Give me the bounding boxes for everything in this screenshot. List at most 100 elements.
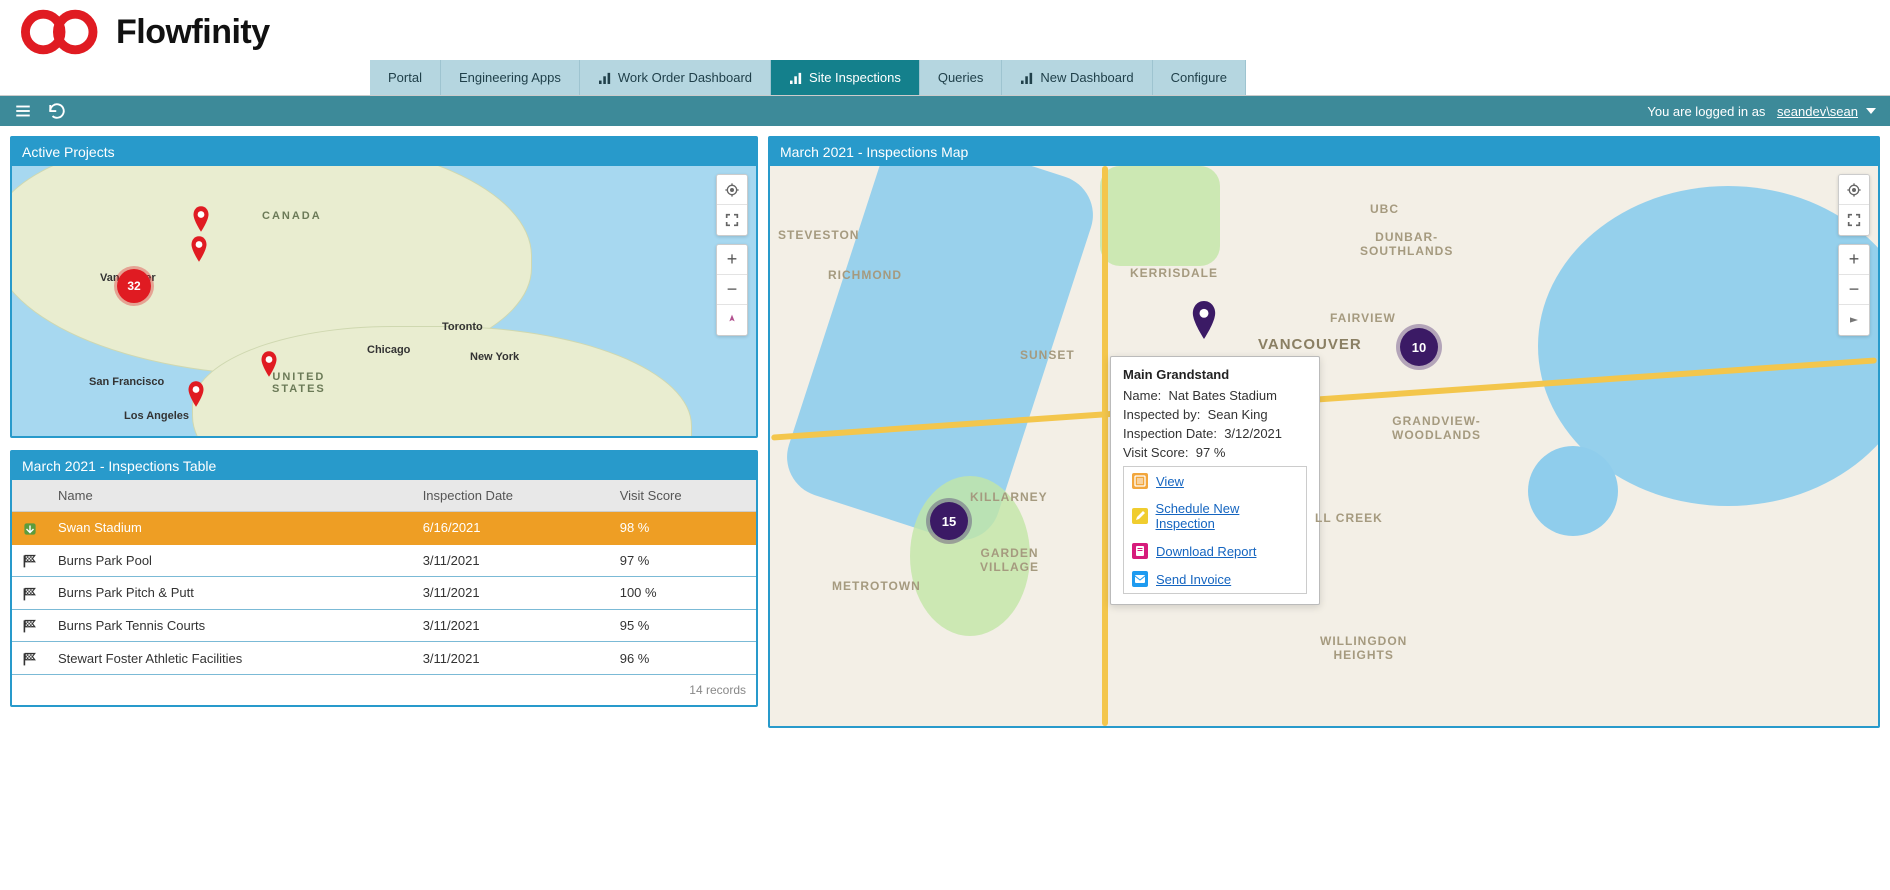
row-icon [12,512,48,545]
map-city-label: Los Angeles [124,410,189,422]
app-header: Flowfinity [0,0,1890,60]
popup-action-view[interactable]: View [1124,467,1306,495]
locate-button[interactable] [1839,175,1869,205]
table-row[interactable]: Burns Park Pitch & Putt3/11/2021100 % [12,577,756,610]
map-neighborhood-label: KILLARNEY [970,490,1048,504]
map-pin-icon[interactable] [260,351,278,377]
table-header: Visit Score [610,480,756,512]
panel-title: March 2021 - Inspections Map [770,138,1878,166]
tab-label: New Dashboard [1040,70,1133,85]
row-icon [12,544,48,577]
action-label: Schedule New Inspection [1156,501,1298,531]
tab-label: Work Order Dashboard [618,70,752,85]
popup-action-schedule-new-inspection[interactable]: Schedule New Inspection [1124,495,1306,537]
nav-tab-queries[interactable]: Queries [920,60,1003,95]
map-cluster-marker[interactable]: 15 [930,502,968,540]
map-selected-pin-icon[interactable] [1190,301,1218,339]
map-city-label: New York [470,351,519,363]
popup-action-send-invoice[interactable]: Send Invoice [1124,565,1306,593]
fullscreen-button[interactable] [1839,205,1869,235]
cell-date: 3/11/2021 [413,609,610,642]
map-country-label: CANADA [262,210,322,222]
nav-tab-portal[interactable]: Portal [370,60,441,95]
map-neighborhood-label: GARDEN VILLAGE [980,546,1039,574]
nav-tab-site-inspections[interactable]: Site Inspections [771,60,920,95]
zoom-out-button[interactable]: − [1839,275,1869,305]
compass-button[interactable] [717,305,747,335]
map-neighborhood-label: STEVESTON [778,228,859,242]
action-label: Download Report [1156,544,1256,559]
map-controls: + − [1838,174,1870,336]
map-neighborhood-label: VANCOUVER [1258,336,1362,353]
cell-score: 95 % [610,609,756,642]
map-neighborhood-label: FAIRVIEW [1330,311,1396,325]
fullscreen-button[interactable] [717,205,747,235]
panel-active-projects: Active Projects + − [10,136,758,438]
cell-score: 98 % [610,512,756,545]
map-cluster-marker[interactable]: 32 [117,269,151,303]
map-controls: + − [716,174,748,336]
cell-name: Burns Park Pitch & Putt [48,577,413,610]
panel-inspections-map: March 2021 - Inspections Map [768,136,1880,728]
popup-field: Inspection Date: 3/12/2021 [1123,426,1307,441]
locate-button[interactable] [717,175,747,205]
map-cluster-marker[interactable]: 10 [1400,328,1438,366]
map-neighborhood-label: UBC [1370,202,1399,216]
inspections-map[interactable]: + − Main Grandstand Name: Nat Bates Stad… [770,166,1878,726]
map-neighborhood-label: KERRISDALE [1130,266,1218,280]
orange-action-icon [1132,473,1148,489]
map-pin-icon[interactable] [192,206,210,232]
map-pin-icon[interactable] [187,381,205,407]
login-prefix: You are logged in as [1647,104,1765,119]
refresh-icon[interactable] [48,102,66,120]
cell-score: 96 % [610,642,756,675]
cell-name: Burns Park Tennis Courts [48,609,413,642]
zoom-out-button[interactable]: − [717,275,747,305]
nav-tab-engineering-apps[interactable]: Engineering Apps [441,60,580,95]
tab-label: Engineering Apps [459,70,561,85]
table-header: Name [48,480,413,512]
menu-icon[interactable] [14,102,32,120]
table-footer: 14 records [12,675,756,705]
utility-bar: You are logged in as seandev\sean [0,96,1890,126]
map-neighborhood-label: RICHMOND [828,268,902,282]
cell-name: Burns Park Pool [48,544,413,577]
zoom-in-button[interactable]: + [717,245,747,275]
cell-date: 6/16/2021 [413,512,610,545]
zoom-in-button[interactable]: + [1839,245,1869,275]
map-neighborhood-label: LL CREEK [1315,511,1383,525]
map-neighborhood-label: WILLINGDON HEIGHTS [1320,634,1407,662]
popup-actions: View Schedule New Inspection Download Repo… [1123,466,1307,594]
cell-date: 3/11/2021 [413,642,610,675]
map-popup: Main Grandstand Name: Nat Bates StadiumI… [1110,356,1320,605]
table-row[interactable]: Stewart Foster Athletic Facilities3/11/2… [12,642,756,675]
login-username: seandev\sean [1777,104,1858,119]
map-pin-icon[interactable] [190,236,208,262]
map-neighborhood-label: GRANDVIEW- WOODLANDS [1392,414,1481,442]
action-label: Send Invoice [1156,572,1231,587]
nav-tab-new-dashboard[interactable]: New Dashboard [1002,60,1152,95]
login-status[interactable]: You are logged in as seandev\sean [1647,104,1876,119]
panel-title: Active Projects [12,138,756,166]
nav-tab-work-order-dashboard[interactable]: Work Order Dashboard [580,60,771,95]
table-header [12,480,48,512]
tab-label: Portal [388,70,422,85]
map-neighborhood-label: SUNSET [1020,348,1075,362]
table-row[interactable]: Swan Stadium6/16/202198 % [12,512,756,545]
map-neighborhood-label: DUNBAR- SOUTHLANDS [1360,230,1453,258]
table-row[interactable]: Burns Park Pool3/11/202197 % [12,544,756,577]
logo-icon [16,8,106,56]
tilt-button[interactable] [1839,305,1869,335]
nav-tab-configure[interactable]: Configure [1153,60,1246,95]
row-icon [12,642,48,675]
brand-logo: Flowfinity [16,8,270,56]
yellow-action-icon [1132,508,1148,524]
tab-label: Site Inspections [809,70,901,85]
popup-action-download-report[interactable]: Download Report [1124,537,1306,565]
tab-label: Queries [938,70,984,85]
cell-name: Stewart Foster Athletic Facilities [48,642,413,675]
map-country-label: UNITED STATES [272,371,326,395]
popup-field: Name: Nat Bates Stadium [1123,388,1307,403]
active-projects-map[interactable]: + − CANADAUNITED STATESVancouverChicagoT… [12,166,756,436]
table-row[interactable]: Burns Park Tennis Courts3/11/202195 % [12,609,756,642]
